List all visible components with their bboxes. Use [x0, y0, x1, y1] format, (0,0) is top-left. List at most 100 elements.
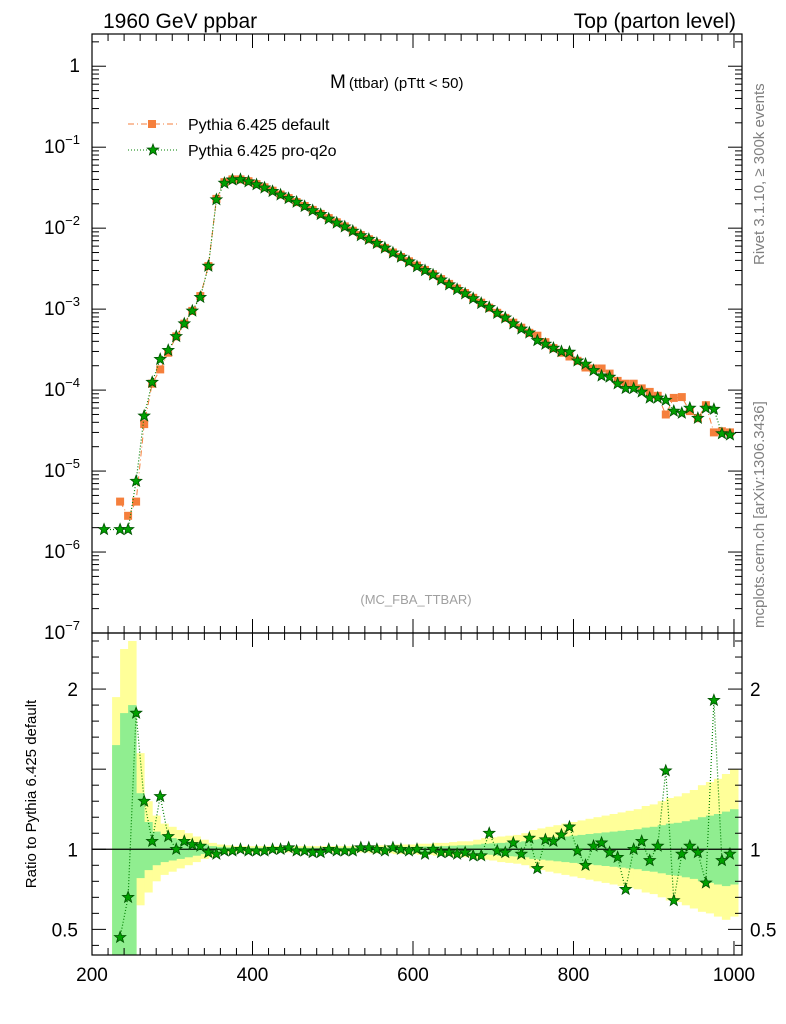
- data-point-pro-q2o: [482, 300, 497, 314]
- data-point-pro-q2o: [297, 199, 312, 213]
- data-point-pro-q2o: [305, 203, 320, 217]
- data-point-pro-q2o: [570, 353, 585, 367]
- main-y-tick-label: 10−7: [44, 618, 80, 644]
- data-point-pro-q2o: [466, 291, 480, 305]
- ratio-data-point: [418, 846, 432, 860]
- ratio-data-point: [346, 843, 360, 857]
- main-y-tick-label: 10−3: [44, 294, 80, 320]
- ratio-y-tick-label-right: 1: [750, 840, 761, 861]
- x-tick-label: 400: [237, 965, 269, 986]
- data-point-pro-q2o: [378, 240, 392, 254]
- data-point-default: [132, 497, 141, 506]
- ratio-data-point: [699, 875, 713, 889]
- ratio-data-point: [723, 846, 737, 860]
- ratio-band-green: [120, 713, 129, 955]
- data-point-pro-q2o: [241, 174, 256, 188]
- ratio-data-point: [562, 819, 577, 833]
- ratio-data-point: [530, 861, 545, 875]
- ratio-axes: 0.5 0.5 1 1 2 2 200 400 600 800 1000: [52, 633, 776, 986]
- ratio-data-point: [281, 840, 296, 854]
- ratio-data-point: [362, 840, 376, 854]
- ratio-data-point: [386, 840, 400, 854]
- ratio-data-point: [185, 837, 200, 851]
- ratio-data-point: [145, 834, 159, 848]
- data-point-pro-q2o: [257, 180, 272, 194]
- data-point-pro-q2o: [498, 310, 513, 324]
- data-point-pro-q2o: [650, 390, 665, 404]
- ratio-data-point: [161, 829, 176, 843]
- data-point-pro-q2o: [402, 254, 416, 268]
- data-point-pro-q2o: [546, 340, 561, 354]
- ratio-band-green: [128, 705, 137, 955]
- data-point-default: [685, 407, 694, 416]
- data-point-pro-q2o: [450, 282, 464, 296]
- data-point-pro-q2o: [121, 522, 135, 536]
- data-point-pro-q2o: [506, 316, 521, 330]
- data-point-pro-q2o: [602, 369, 617, 383]
- data-point-pro-q2o: [691, 411, 705, 424]
- data-point-default: [565, 352, 574, 361]
- ratio-data-point: [650, 838, 665, 852]
- data-point-pro-q2o: [217, 175, 232, 189]
- ratio-band-green: [730, 809, 739, 885]
- ratio-data-point: [121, 890, 135, 904]
- data-point-pro-q2o: [337, 219, 352, 233]
- ratio-y-tick-label-left: 1: [67, 840, 78, 861]
- ratio-data-point: [618, 882, 633, 896]
- data-point-default: [156, 365, 165, 374]
- legend-label-default: Pythia 6.425 default: [188, 117, 330, 134]
- analysis-watermark: (MC_FBA_TTBAR): [360, 592, 471, 607]
- data-point-pro-q2o: [354, 228, 368, 242]
- header-left-label: 1960 GeV ppbar: [103, 10, 257, 33]
- ratio-data-point: [514, 846, 529, 860]
- data-point-pro-q2o: [321, 211, 336, 225]
- plot-title: M (ttbar) (pTtt < 50): [330, 72, 463, 93]
- data-point-pro-q2o: [289, 194, 304, 208]
- data-point-pro-q2o: [410, 259, 424, 273]
- data-point-pro-q2o: [626, 381, 641, 395]
- ratio-data-point: [626, 842, 641, 856]
- data-point-pro-q2o: [442, 277, 456, 291]
- data-point-pro-q2o: [458, 286, 472, 300]
- ratio-data-point: [313, 845, 328, 859]
- ratio-plot-area: [113, 693, 737, 944]
- ratio-band-green: [152, 831, 161, 866]
- ratio-data-point: [378, 843, 392, 857]
- data-point-pro-q2o: [153, 352, 168, 366]
- ratio-data-point: [193, 838, 208, 852]
- data-point-pro-q2o: [329, 215, 344, 229]
- ratio-data-point: [610, 850, 625, 864]
- ratio-data-point: [522, 830, 537, 844]
- main-y-tick-label: 10−2: [44, 213, 80, 239]
- ratio-data-point: [370, 842, 384, 856]
- ratio-band-green: [136, 793, 145, 879]
- ratio-data-point: [442, 845, 456, 859]
- ratio-data-point: [394, 842, 408, 856]
- legend-entry-pro-q2o: Pythia 6.425 pro-q2o: [128, 142, 337, 160]
- data-point-pro-q2o: [634, 384, 649, 398]
- ratio-data-point: [707, 693, 721, 707]
- ratio-data-point: [490, 843, 505, 857]
- ratio-y-tick-label-left: 0.5: [52, 920, 78, 941]
- data-point-pro-q2o: [474, 296, 488, 310]
- data-point-pro-q2o: [538, 336, 553, 350]
- data-point-pro-q2o: [666, 403, 681, 417]
- data-point-pro-q2o: [177, 316, 192, 330]
- data-point-pro-q2o: [209, 192, 224, 206]
- legend: Pythia 6.425 default Pythia 6.425 pro-q2…: [128, 117, 337, 160]
- data-point-default: [669, 393, 678, 402]
- series-line-pro-q2o: [104, 178, 731, 531]
- data-point-pro-q2o: [418, 263, 432, 277]
- legend-marker-default: [148, 120, 156, 128]
- mcplots-label: mcplots.cern.ch [arXiv:1306.3436]: [751, 401, 768, 628]
- ratio-data-point: [153, 789, 168, 803]
- data-point-default: [140, 420, 149, 429]
- ratio-data-point: [321, 842, 336, 856]
- main-y-tick-label: 10−1: [44, 132, 80, 158]
- data-point-pro-q2o: [490, 306, 505, 320]
- data-point-pro-q2o: [249, 177, 264, 191]
- data-point-pro-q2o: [699, 400, 713, 414]
- data-point-pro-q2o: [273, 187, 288, 201]
- data-point-pro-q2o: [675, 405, 689, 419]
- ratio-data-point: [691, 845, 705, 859]
